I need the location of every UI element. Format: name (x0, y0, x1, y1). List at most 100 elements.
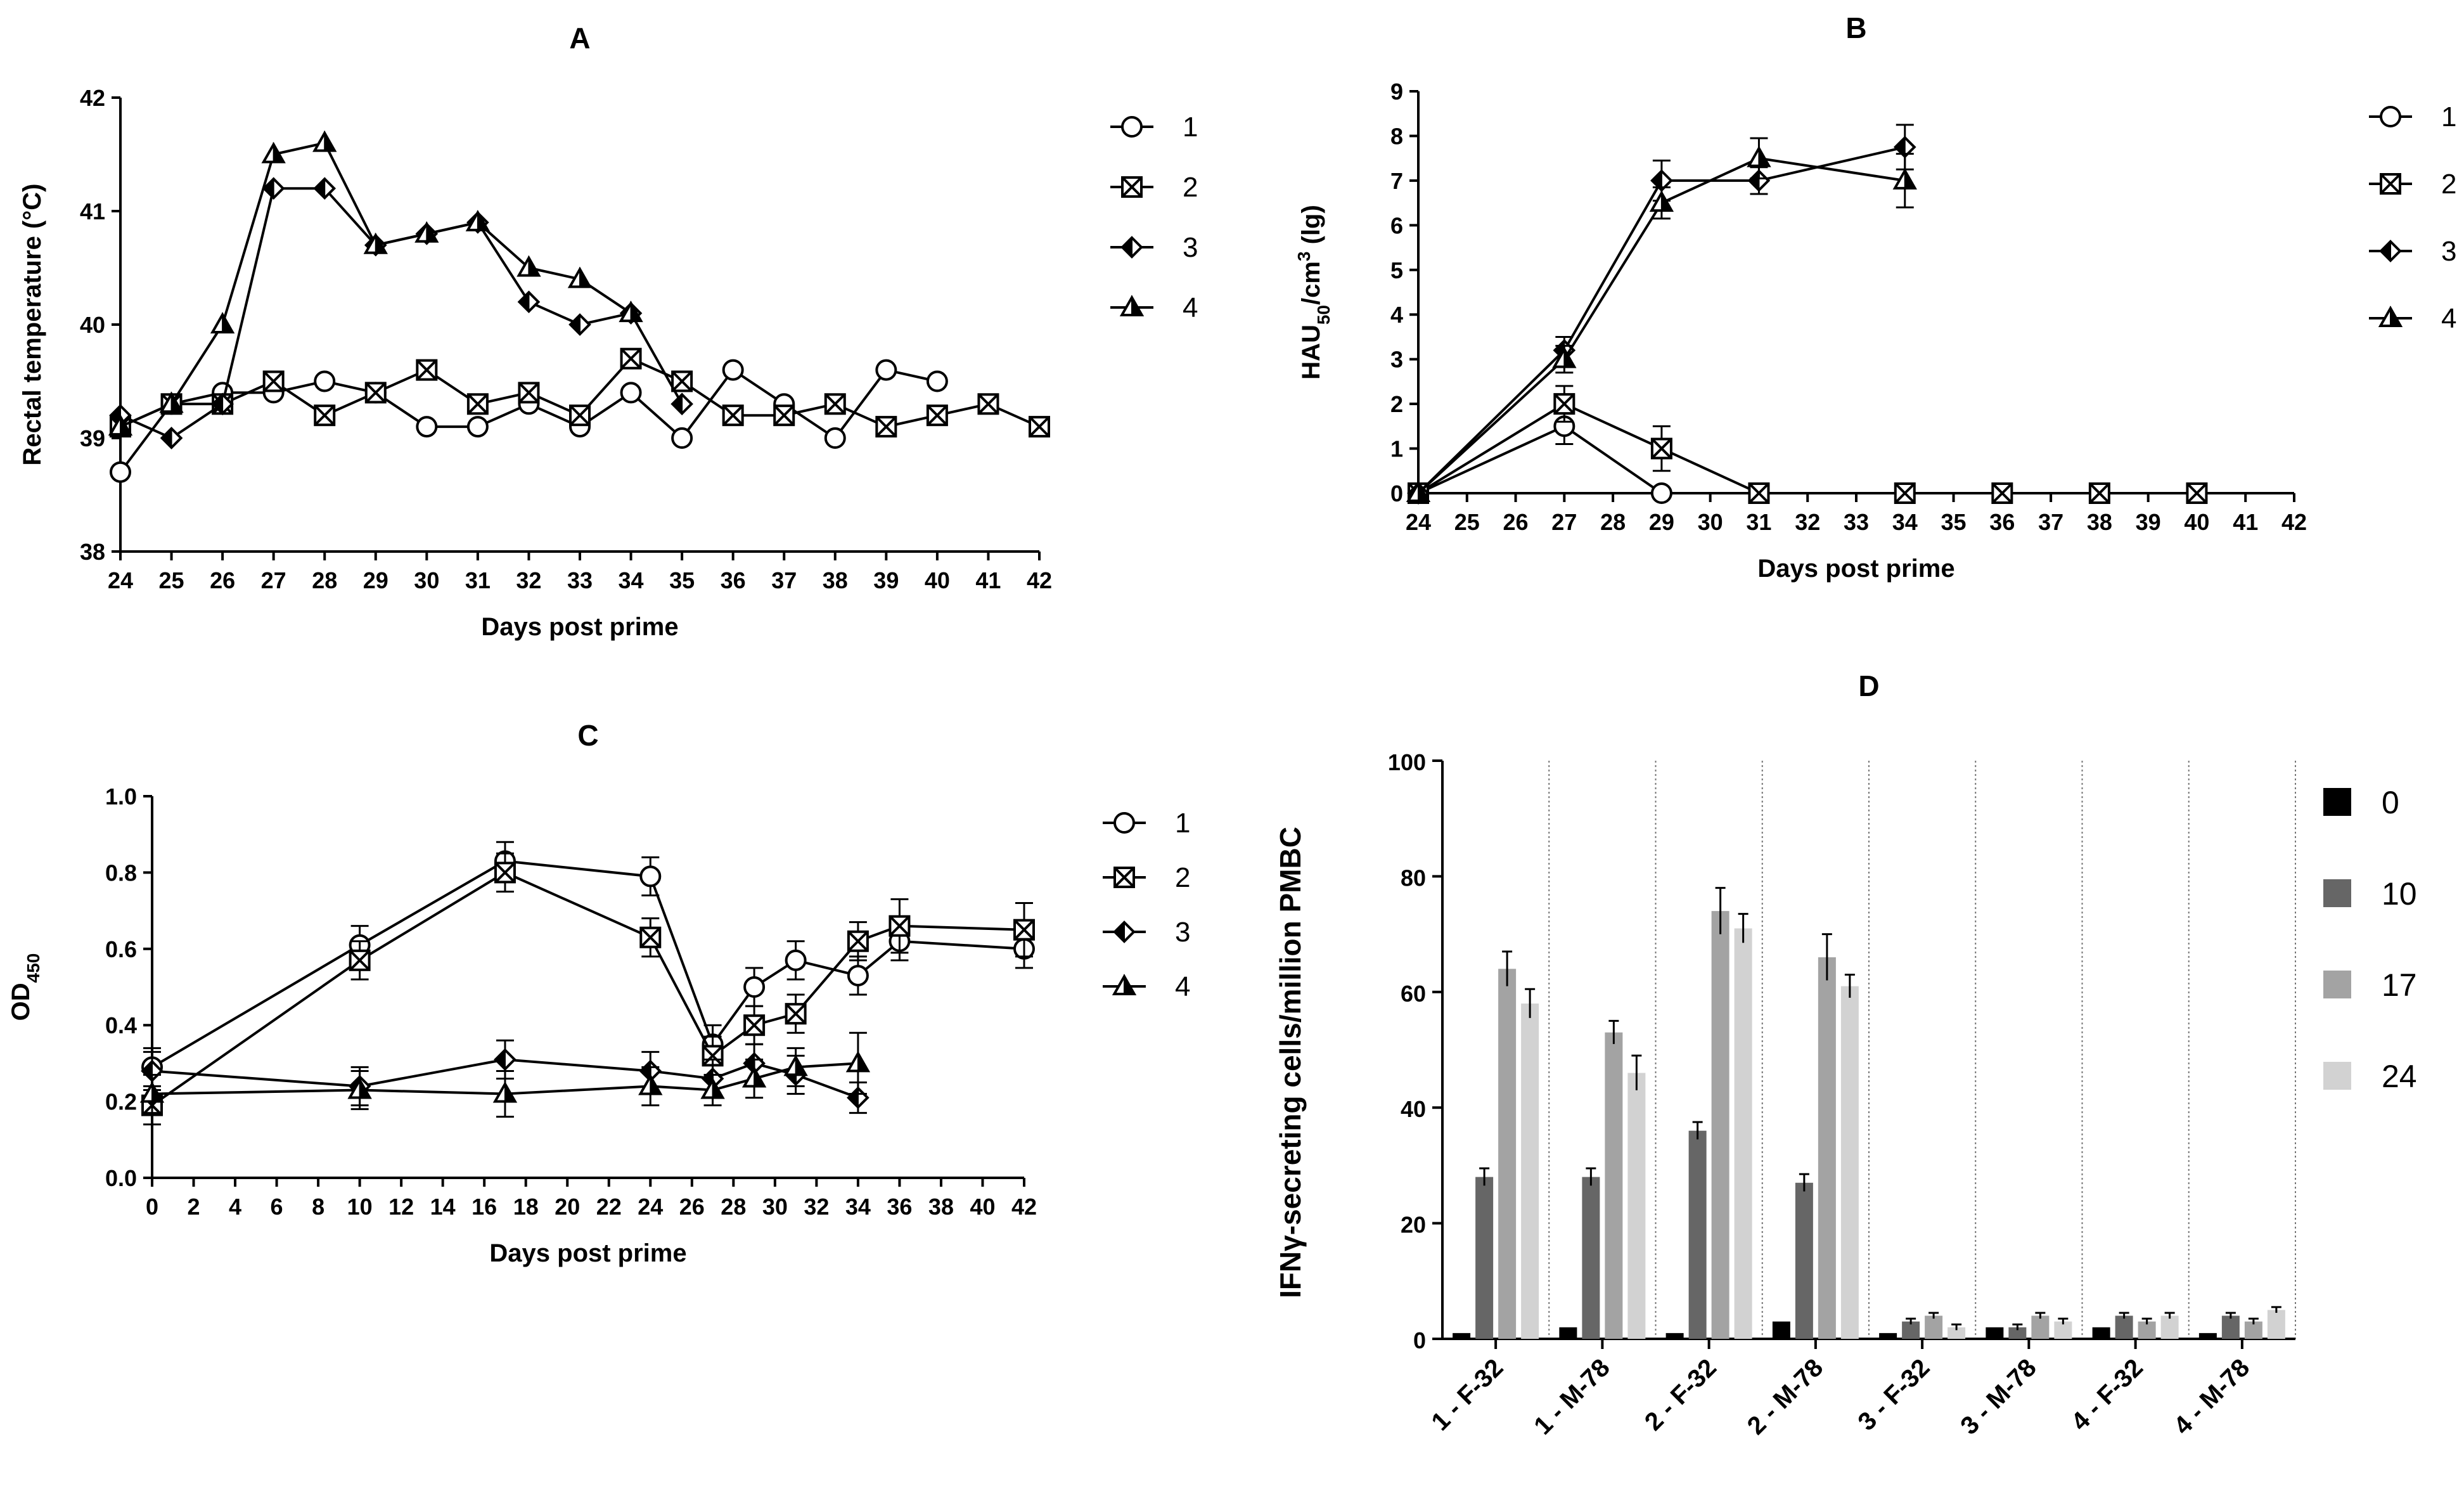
y-tick-label: 60 (1401, 981, 1426, 1007)
point-series-2-x2 (773, 404, 795, 426)
point-series-4-fill (1758, 146, 1770, 167)
y-tick-label: 9 (1390, 79, 1403, 105)
x-tick-label: 32 (1795, 509, 1820, 535)
y-label-main: HAU (1297, 325, 1325, 380)
y-label-sub: 450 (23, 953, 43, 983)
point-series-1 (110, 461, 131, 483)
y-tick-label: 41 (80, 198, 105, 224)
series-2 (1408, 385, 2208, 504)
point-series-2-x2 (702, 1045, 723, 1066)
y-tick-label: 40 (80, 312, 105, 338)
y-tick-label: 0.0 (105, 1165, 137, 1191)
bar-24 (1734, 928, 1752, 1339)
panel-title: C (577, 719, 598, 752)
legend-marker-1 (1121, 116, 1143, 138)
series-4 (108, 130, 643, 436)
point-series-4-fill (1418, 481, 1430, 501)
point-series-4 (1406, 481, 1431, 502)
point-series-2 (1650, 437, 1672, 460)
legend-label-17: 17 (2382, 967, 2417, 1003)
panel-title: A (569, 22, 590, 55)
y-label-main: OD (7, 983, 35, 1021)
category-label: 2 - M-78 (1742, 1353, 1828, 1440)
legend-label-4: 4 (2441, 303, 2456, 334)
series-line-2 (1417, 402, 2197, 494)
category-label: 3 - M-78 (1955, 1353, 2041, 1440)
point-series-4-fill (1904, 168, 1916, 189)
point-series-3 (160, 427, 183, 449)
point-series-1-shape (926, 370, 948, 392)
x-tick-label: 0 (146, 1194, 158, 1220)
x-tick-label: 41 (2233, 509, 2258, 535)
point-series-4-fill (170, 391, 183, 413)
point-series-1-shape (416, 416, 438, 438)
point-series-2 (847, 930, 869, 952)
point-series-2-x2 (1651, 438, 1672, 459)
point-series-1 (620, 382, 642, 404)
y-tick-label: 42 (80, 85, 105, 111)
y-tick-label: 0 (1390, 481, 1403, 507)
point-series-1 (824, 427, 846, 449)
point-series-1-shape (785, 949, 807, 971)
point-series-4 (619, 300, 643, 323)
point-series-2-x2 (349, 950, 371, 971)
point-series-4 (312, 130, 337, 152)
point-series-3-fill (847, 1087, 859, 1109)
x-tick-label: 24 (638, 1194, 663, 1220)
point-series-4-fill (528, 255, 540, 276)
point-series-4-fill (375, 233, 387, 254)
x-tick-label: 39 (873, 567, 899, 593)
point-series-2-x2 (785, 1003, 807, 1024)
point-series-4 (845, 1050, 871, 1073)
x-tick-label: 10 (347, 1194, 373, 1220)
bar-24 (1627, 1073, 1646, 1339)
legend-label-2: 2 (1183, 172, 1198, 203)
panel-title: B (1845, 11, 1866, 44)
point-series-1 (314, 370, 336, 392)
bar-0 (1772, 1321, 1790, 1339)
point-series-4 (159, 391, 184, 413)
point-series-4 (700, 1077, 725, 1099)
legend-label-1: 1 (2441, 101, 2456, 132)
legend-marker-2-x2 (1121, 176, 1143, 198)
x-axis-label: Days post prime (1757, 555, 1954, 583)
legend: 1 2 3 4 (2369, 101, 2456, 334)
x-tick-label: 28 (312, 567, 337, 593)
x-tick-label: 40 (925, 567, 950, 593)
point-series-1-shape (620, 382, 642, 404)
point-series-4-fill (426, 221, 438, 242)
point-series-3 (517, 290, 541, 314)
point-series-3-fill (1651, 169, 1662, 192)
category-3: 2 - M-78 (1742, 933, 1859, 1440)
point-series-1 (722, 359, 744, 381)
legend-swatch-10 (2323, 879, 2351, 907)
point-series-4-fill (857, 1050, 869, 1072)
bar-0 (1986, 1327, 2004, 1339)
series-2 (141, 852, 1035, 1126)
y-label-end: (lg) (1297, 205, 1325, 251)
legend-label-2: 2 (2441, 169, 2456, 200)
point-series-2 (620, 347, 642, 370)
legend-marker-4-fill (1124, 974, 1136, 995)
point-series-2-x2 (263, 371, 285, 392)
point-series-3 (568, 313, 591, 336)
x-tick-label: 29 (363, 567, 388, 593)
point-series-2 (314, 404, 336, 427)
legend-marker-2 (1121, 176, 1143, 198)
point-series-4 (567, 266, 593, 288)
point-series-2-x2 (467, 393, 489, 415)
point-series-3-fill (314, 177, 326, 200)
point-series-4 (741, 1066, 767, 1088)
x-tick-label: 28 (1600, 509, 1626, 535)
point-series-3-fill (1894, 136, 1906, 158)
point-series-4 (347, 1077, 372, 1099)
point-series-2-x2 (889, 915, 910, 937)
x-tick-label: 32 (804, 1194, 829, 1220)
series-3 (109, 177, 693, 449)
bar-10 (1475, 1177, 1494, 1339)
x-tick-label: 34 (1892, 509, 1918, 535)
legend-swatch-0 (2323, 788, 2351, 816)
x-tick-label: 30 (414, 567, 439, 593)
x-tick-label: 39 (2136, 509, 2161, 535)
x-tick-label: 26 (679, 1194, 705, 1220)
